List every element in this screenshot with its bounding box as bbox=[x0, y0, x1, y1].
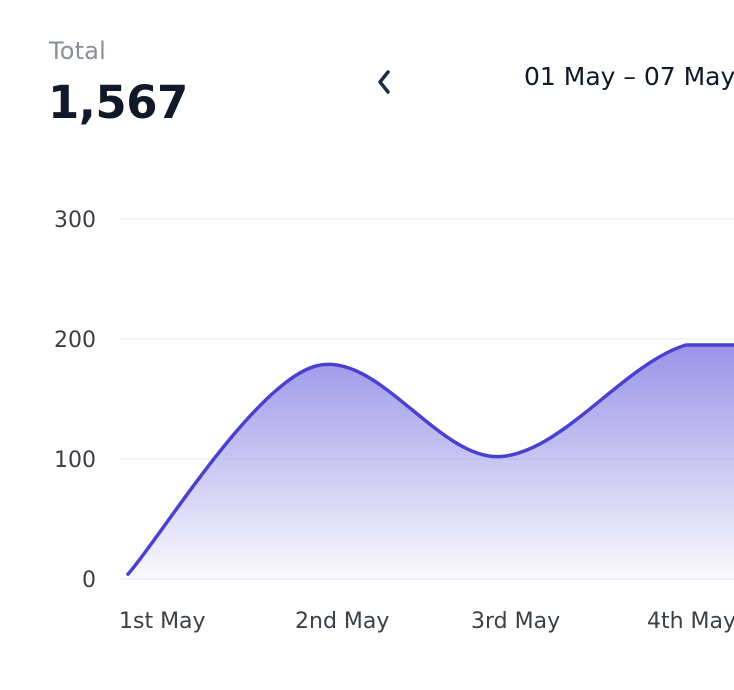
y-tick-label: 300 bbox=[54, 208, 96, 233]
previous-week-button[interactable] bbox=[368, 64, 400, 100]
total-value: 1,567 bbox=[48, 76, 188, 129]
y-tick-label: 0 bbox=[82, 568, 96, 593]
chevron-left-icon bbox=[378, 70, 390, 94]
y-tick-label: 200 bbox=[54, 328, 96, 353]
x-tick-label: 3rd May bbox=[471, 609, 560, 634]
date-range[interactable]: 01 May – 07 May bbox=[524, 62, 734, 91]
x-tick-label: 1st May bbox=[119, 609, 206, 634]
x-tick-label: 4th May bbox=[647, 609, 734, 634]
y-tick-label: 100 bbox=[54, 448, 96, 473]
area-fill bbox=[128, 345, 734, 579]
x-tick-label: 2nd May bbox=[295, 609, 389, 634]
series-line bbox=[126, 343, 734, 576]
total-label: Total bbox=[49, 37, 107, 65]
